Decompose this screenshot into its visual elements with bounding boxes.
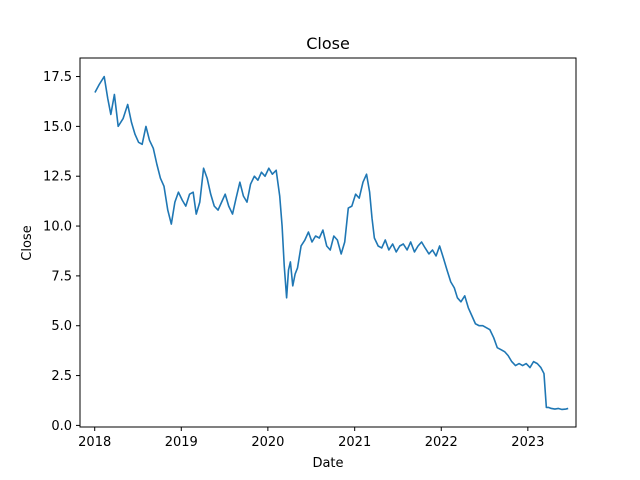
x-tick-label-5: 2023 (511, 435, 544, 450)
y-axis: 0.0 2.5 5.0 7.5 10.0 12.5 15.0 17.5 (43, 70, 80, 434)
y-tick-label-1: 2.5 (51, 369, 72, 384)
x-tick-label-4: 2022 (425, 435, 458, 450)
y-tick-label-4: 10.0 (43, 220, 72, 235)
chart-title: Close (306, 34, 350, 53)
y-tick-label-3: 7.5 (51, 269, 72, 284)
axes-frame (79, 57, 577, 428)
x-axis-label: Date (312, 456, 343, 471)
x-tick-label-2: 2020 (251, 435, 284, 450)
y-tick-label-7: 17.5 (43, 70, 72, 85)
series-line-0 (94, 75, 569, 411)
y-axis-label: Close (20, 225, 35, 260)
x-tick-label-0: 2018 (78, 435, 111, 450)
x-tick-label-3: 2021 (338, 435, 371, 450)
x-axis: 2018 2019 2020 2021 2022 2023 (78, 427, 544, 450)
y-tick-label-2: 5.0 (51, 319, 72, 334)
y-tick-label-5: 12.5 (43, 170, 72, 185)
plot-area (79, 57, 577, 428)
y-tick-label-6: 15.0 (43, 120, 72, 135)
y-tick-label-0: 0.0 (51, 419, 72, 434)
x-tick-label-1: 2019 (165, 435, 198, 450)
